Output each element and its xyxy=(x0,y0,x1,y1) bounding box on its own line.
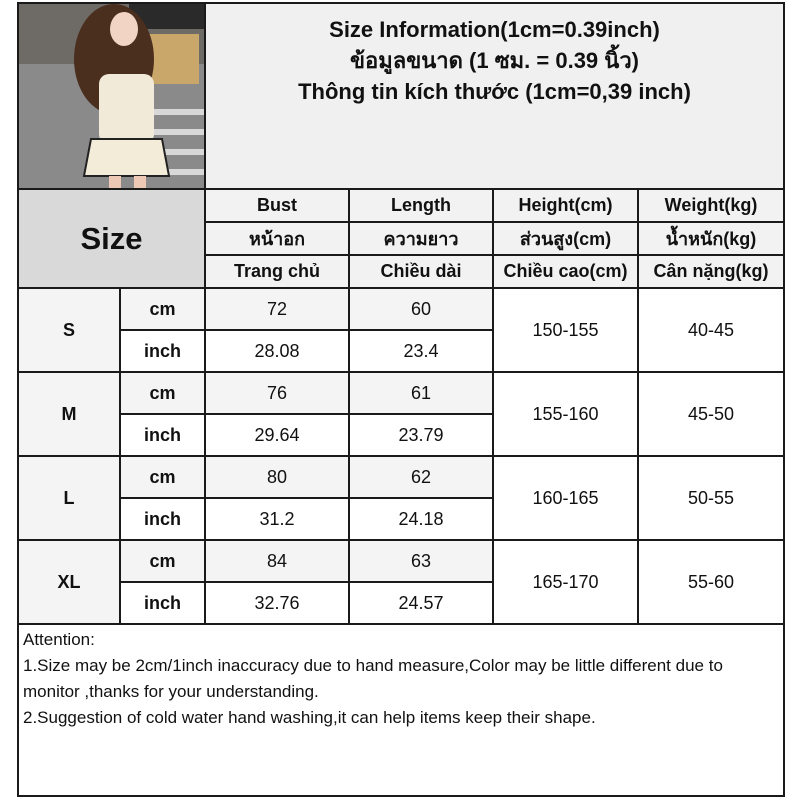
size-table: Size Information(1cm=0.39inch) ข้อมูลขนา… xyxy=(17,2,785,797)
title-thai: ข้อมูลขนาด (1 ซม. = 0.39 นิ้ว) xyxy=(349,48,639,73)
header-weight-thai: น้ำหนัก(kg) xyxy=(637,221,785,256)
table-row: inch 31.2 24.18 xyxy=(18,497,784,541)
title-english: Size Information(1cm=0.39inch) xyxy=(329,17,660,42)
product-photo xyxy=(17,2,206,190)
header-height: Height(cm) xyxy=(492,188,639,223)
header-weight: Weight(kg) xyxy=(637,188,785,223)
length-value: 62 xyxy=(348,455,494,499)
length-value: 24.18 xyxy=(348,497,494,541)
unit-label: inch xyxy=(119,581,206,625)
size-label: M xyxy=(17,371,121,457)
bust-value: 31.2 xyxy=(204,497,350,541)
header-bust-thai: หน้าอก xyxy=(204,221,350,256)
header-length-vi: Chiều dài xyxy=(348,254,494,289)
header-length-thai: ความยาว xyxy=(348,221,494,256)
bust-value: 76 xyxy=(204,371,350,415)
length-value: 23.4 xyxy=(348,329,494,373)
unit-label: inch xyxy=(119,497,206,541)
attention-heading: Attention: xyxy=(23,630,95,649)
length-value: 61 xyxy=(348,371,494,415)
table-row: inch 29.64 23.79 xyxy=(18,413,784,457)
unit-label: cm xyxy=(119,455,206,499)
unit-label: cm xyxy=(119,371,206,415)
size-info-title: Size Information(1cm=0.39inch) ข้อมูลขนา… xyxy=(204,2,785,190)
length-value: 60 xyxy=(348,287,494,331)
header-weight-vi: Cân nặng(kg) xyxy=(637,254,785,289)
length-value: 23.79 xyxy=(348,413,494,457)
bust-value: 29.64 xyxy=(204,413,350,457)
bust-value: 84 xyxy=(204,539,350,583)
attention-item-1: 1.Size may be 2cm/1inch inaccuracy due t… xyxy=(23,656,723,701)
length-value: 24.57 xyxy=(348,581,494,625)
length-value: 63 xyxy=(348,539,494,583)
weight-value: 40-45 xyxy=(637,287,785,373)
header-height-thai: ส่วนสูง(cm) xyxy=(492,221,639,256)
header-bust-vi: Trang chủ xyxy=(204,254,350,289)
title-vietnamese: Thông tin kích thước (1cm=0,39 inch) xyxy=(298,79,691,104)
height-value: 160-165 xyxy=(492,455,639,541)
unit-label: inch xyxy=(119,329,206,373)
size-label: XL xyxy=(17,539,121,625)
table-row: XL cm 84 63 165-170 55-60 xyxy=(17,539,785,625)
table-row: inch 32.76 24.57 xyxy=(18,581,784,625)
header-length: Length xyxy=(348,188,494,223)
attention-notes: Attention: 1.Size may be 2cm/1inch inacc… xyxy=(17,623,785,797)
bust-value: 72 xyxy=(204,287,350,331)
unit-label: cm xyxy=(119,287,206,331)
size-label: S xyxy=(17,287,121,373)
size-label: L xyxy=(17,455,121,541)
height-value: 150-155 xyxy=(492,287,639,373)
height-value: 165-170 xyxy=(492,539,639,625)
bust-value: 28.08 xyxy=(204,329,350,373)
weight-value: 45-50 xyxy=(637,371,785,457)
bust-value: 80 xyxy=(204,455,350,499)
unit-label: cm xyxy=(119,539,206,583)
table-row: inch 28.08 23.4 xyxy=(18,329,784,373)
weight-value: 50-55 xyxy=(637,455,785,541)
weight-value: 55-60 xyxy=(637,539,785,625)
header-bust: Bust xyxy=(204,188,350,223)
attention-item-2: 2.Suggestion of cold water hand washing,… xyxy=(23,708,596,727)
unit-label: inch xyxy=(119,413,206,457)
height-value: 155-160 xyxy=(492,371,639,457)
header-height-vi: Chiều cao(cm) xyxy=(492,254,639,289)
size-header: Size xyxy=(17,188,206,289)
bust-value: 32.76 xyxy=(204,581,350,625)
